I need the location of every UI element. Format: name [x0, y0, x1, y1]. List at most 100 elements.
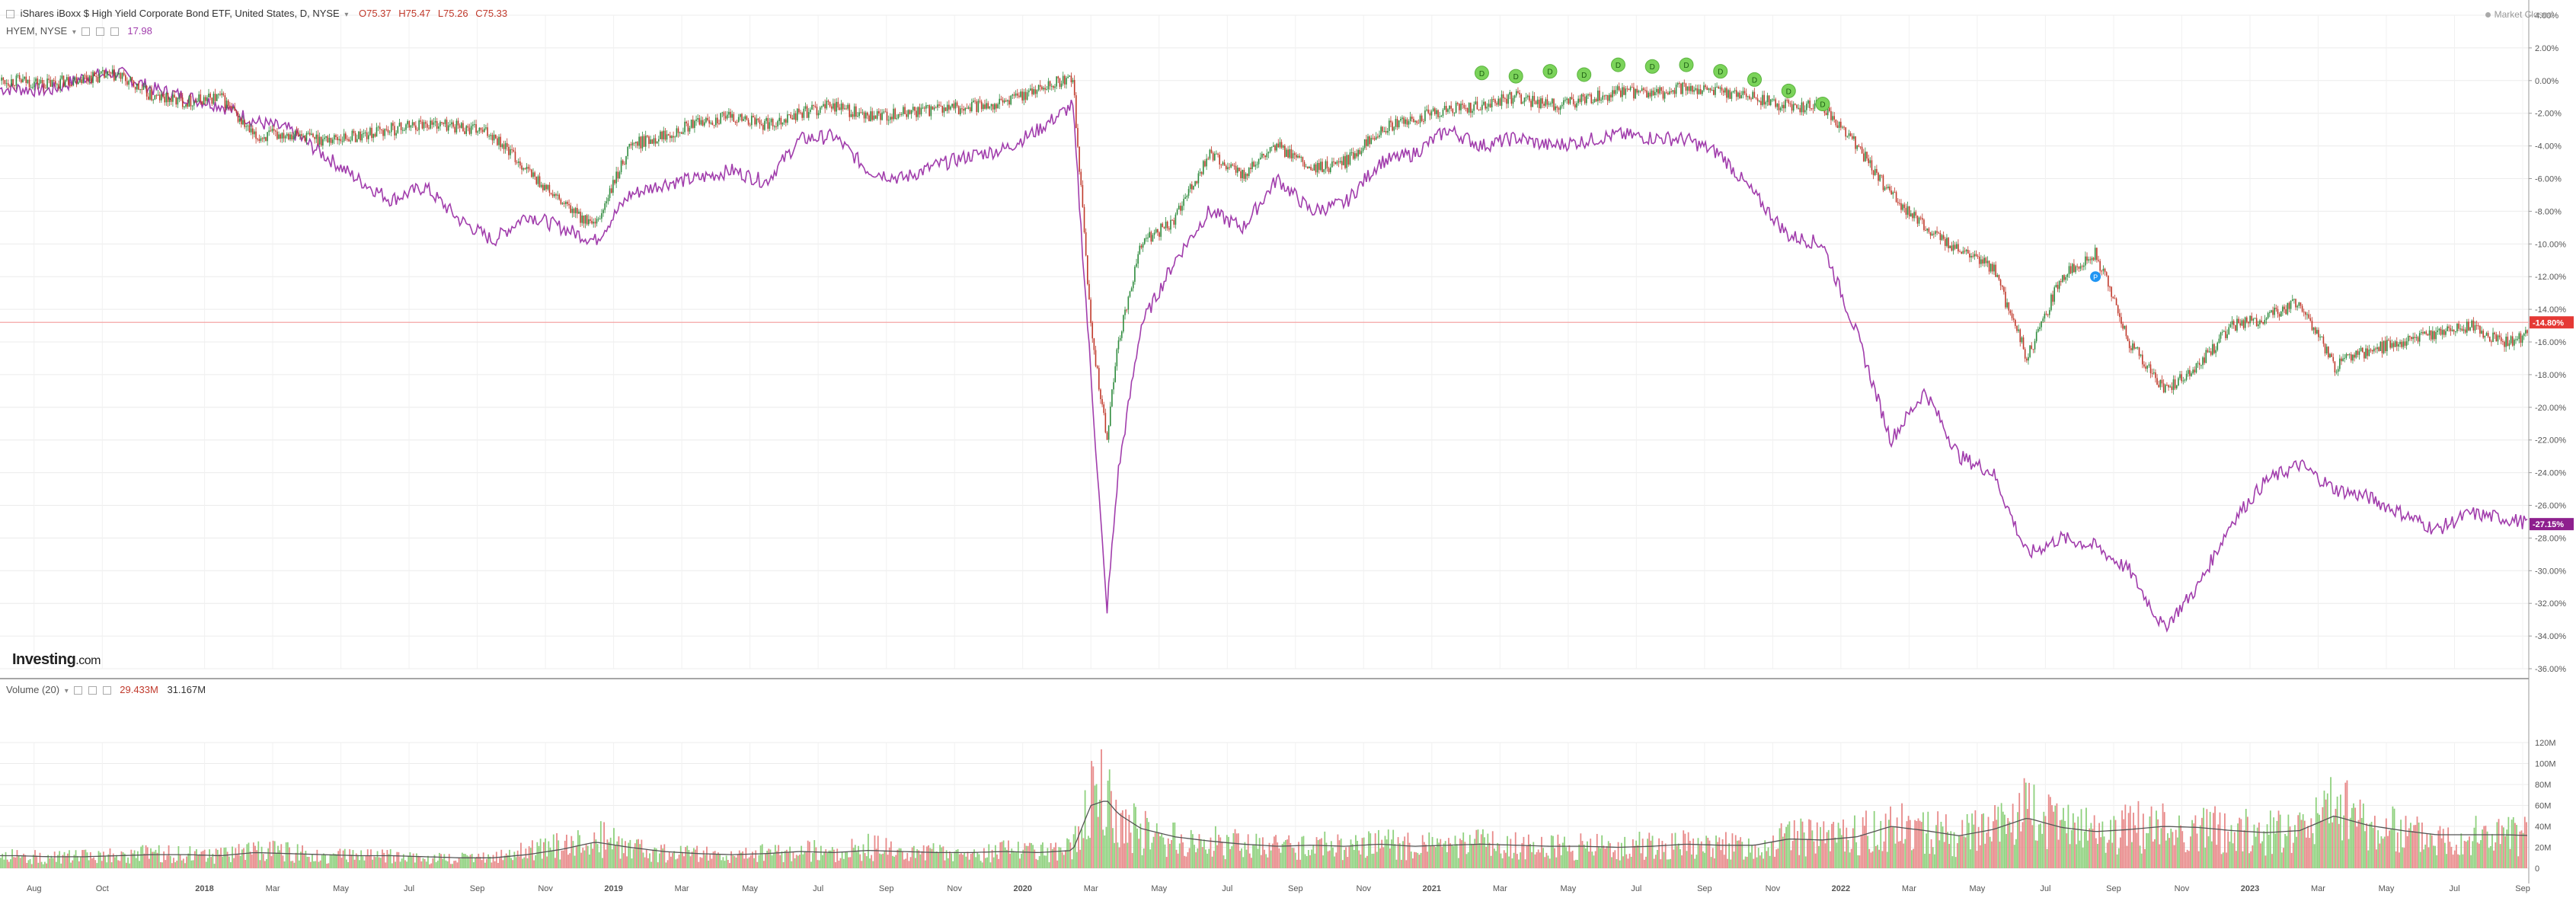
volume-bar: [2362, 804, 2364, 868]
volume-bar: [347, 861, 349, 868]
candle-body: [110, 72, 112, 74]
candle-body: [2324, 343, 2326, 354]
candle-body: [583, 216, 585, 224]
candle-body: [343, 133, 345, 142]
volume-bar: [989, 862, 992, 868]
volume-bar: [2224, 813, 2226, 868]
volume-bar: [887, 855, 889, 868]
volume-bar: [316, 849, 318, 868]
settings-icon[interactable]: [74, 686, 83, 695]
volume-bar: [3, 859, 5, 868]
candle-body: [2257, 324, 2259, 327]
volume-bar: [226, 851, 229, 868]
volume-bar: [2191, 820, 2193, 868]
candle-body: [1080, 171, 1082, 185]
volume-bar: [1961, 820, 1964, 868]
volume-bar: [1900, 841, 1901, 868]
candle-body: [1629, 87, 1632, 91]
candle-body: [1240, 171, 1242, 178]
volume-bar: [1616, 859, 1618, 868]
candle-body: [360, 131, 361, 141]
candle-body: [2466, 321, 2468, 333]
volume-bar: [2442, 829, 2444, 868]
candle-body: [5, 83, 8, 85]
candle-body: [1064, 75, 1066, 85]
volume-bar: [184, 863, 186, 868]
candle-body: [1838, 121, 1840, 128]
volume-bar: [505, 853, 507, 868]
split-marker: [2090, 271, 2101, 283]
volume-bar: [2296, 836, 2297, 868]
volume-bar: [1671, 833, 1673, 868]
chevron-down-icon[interactable]: ▾: [72, 28, 76, 37]
volume-bar: [269, 842, 271, 868]
volume-bar: [1392, 829, 1395, 868]
candle-body: [2471, 320, 2473, 327]
volume-bar: [2250, 851, 2252, 868]
candle-body: [2418, 333, 2421, 342]
volume-bar: [86, 852, 88, 868]
volume-bar: [420, 861, 423, 868]
candle-body: [2505, 337, 2507, 347]
volume-bar: [1222, 855, 1225, 868]
candle-body: [817, 113, 820, 116]
volume-bar: [174, 862, 177, 868]
candle-body: [780, 117, 782, 125]
volume-bar: [1258, 838, 1261, 868]
candle-body: [1512, 97, 1514, 104]
candle-body: [1246, 173, 1248, 177]
visibility-icon[interactable]: [88, 686, 97, 695]
volume-bar: [1791, 841, 1794, 868]
candle-body: [1465, 107, 1467, 109]
volume-bar: [2280, 852, 2283, 868]
volume-bar: [1507, 836, 1508, 868]
volume-bar: [823, 851, 825, 868]
candle-body: [1985, 257, 1987, 264]
volume-bar: [782, 861, 785, 868]
candle-body: [155, 95, 158, 97]
candle-body: [1798, 107, 1799, 109]
candle-body: [1885, 187, 1887, 189]
volume-bar: [199, 854, 201, 868]
volume-bar: [1715, 836, 1717, 868]
candle-body: [1618, 86, 1620, 91]
time-tick-label: Oct: [96, 884, 109, 893]
candle-body: [1892, 192, 1894, 195]
candle-body: [2415, 337, 2418, 338]
candle-body: [957, 106, 960, 115]
close-icon[interactable]: [110, 27, 119, 37]
settings-icon[interactable]: [81, 27, 91, 37]
last-price-label: -14.80%: [2533, 318, 2564, 327]
volume-bar: [127, 857, 129, 868]
volume-bar: [755, 850, 757, 868]
candle-body: [170, 97, 172, 102]
chevron-down-icon[interactable]: ▾: [344, 11, 349, 19]
candle-body: [633, 142, 635, 144]
visibility-icon[interactable]: [96, 27, 105, 37]
volume-bar: [55, 861, 57, 868]
volume-bar: [1484, 837, 1485, 868]
candle-body: [830, 106, 833, 109]
candle-body: [917, 107, 919, 117]
volume-bar: [2216, 845, 2218, 868]
candle-body: [1414, 120, 1416, 123]
candle-body: [1313, 164, 1315, 171]
chevron-down-icon[interactable]: ▾: [64, 687, 69, 695]
candle-body: [622, 160, 624, 165]
candle-body: [1427, 109, 1430, 113]
volume-bar: [1228, 836, 1229, 868]
volume-bar: [749, 855, 752, 868]
candle-body: [1124, 309, 1126, 315]
volume-bar: [1245, 849, 1248, 868]
volume-bar: [1139, 823, 1142, 868]
collapse-toggle[interactable]: [6, 10, 14, 19]
volume-bar: [1438, 842, 1440, 868]
candle-body: [1153, 232, 1155, 235]
candle-body: [167, 93, 169, 102]
volume-bar: [2300, 820, 2303, 868]
close-icon[interactable]: [102, 686, 111, 695]
volume-bar: [999, 842, 1002, 868]
volume-bar: [2023, 778, 2025, 868]
candle-body: [1445, 106, 1447, 112]
